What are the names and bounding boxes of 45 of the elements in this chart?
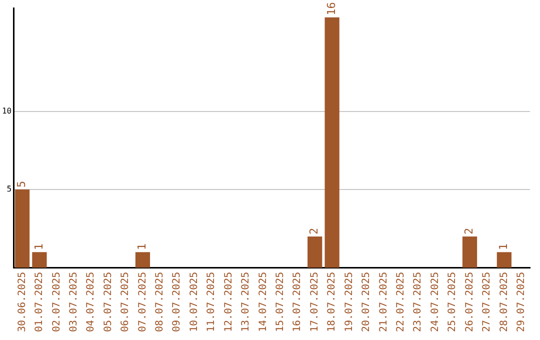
x-tick-label: 05.07.2025: [102, 272, 114, 332]
x-tick-label: 27.07.2025: [482, 272, 493, 332]
x-tick-label: 15.07.2025: [275, 272, 286, 332]
x-tick-label: 18.07.2025: [326, 272, 338, 332]
x-tick-label: 19.07.2025: [344, 272, 355, 332]
x-tick-label: 01.07.2025: [34, 272, 46, 332]
x-tick-label: 08.07.2025: [154, 272, 166, 332]
data-label: 5: [15, 180, 28, 188]
bar: [308, 236, 322, 268]
x-tick-label: 28.07.2025: [498, 272, 510, 332]
x-tick-label: 04.07.2025: [86, 272, 97, 332]
x-tick-label: 11.07.2025: [206, 272, 218, 332]
data-label: 2: [462, 228, 476, 234]
x-tick-label: 26.07.2025: [464, 272, 476, 332]
x-tick-label: 25.07.2025: [447, 272, 458, 332]
bar: [14, 190, 30, 268]
bar: [32, 252, 47, 268]
x-tick-label: 23.07.2025: [412, 272, 424, 332]
bar: [324, 17, 340, 268]
x-tick-label: 02.07.2025: [51, 272, 62, 332]
x-tick-label: 21.07.2025: [378, 272, 390, 332]
data-label: 16: [324, 2, 338, 16]
x-tick-label: 17.07.2025: [309, 272, 320, 332]
x-tick-label: 09.07.2025: [172, 272, 183, 332]
bar: [496, 252, 512, 268]
x-tick-label: 12.07.2025: [223, 272, 234, 332]
x-tick-label: 13.07.2025: [240, 272, 252, 332]
x-tick-label: 20.07.2025: [361, 272, 372, 332]
x-tick-label: 16.07.2025: [292, 272, 304, 332]
x-tick-label: 24.07.2025: [430, 272, 441, 332]
data-label: 1: [32, 244, 46, 250]
x-tick-label: 14.07.2025: [258, 272, 269, 332]
x-tick-label: 22.07.2025: [396, 272, 406, 332]
y-tick-label: 10: [2, 106, 12, 116]
bar: [462, 236, 478, 268]
x-tick-label: 10.07.2025: [188, 272, 200, 332]
data-label: 2: [308, 228, 321, 234]
data-label: 1: [497, 244, 510, 250]
x-tick-label: 29.07.2025: [516, 272, 527, 332]
bar: [135, 252, 150, 268]
x-tick-label: 30.06.2025: [16, 272, 28, 332]
x-tick-label: 06.07.2025: [120, 272, 132, 332]
data-label: 1: [136, 244, 149, 250]
x-tick-label: 03.07.2025: [68, 272, 80, 332]
x-tick-label: 07.07.2025: [137, 272, 148, 332]
